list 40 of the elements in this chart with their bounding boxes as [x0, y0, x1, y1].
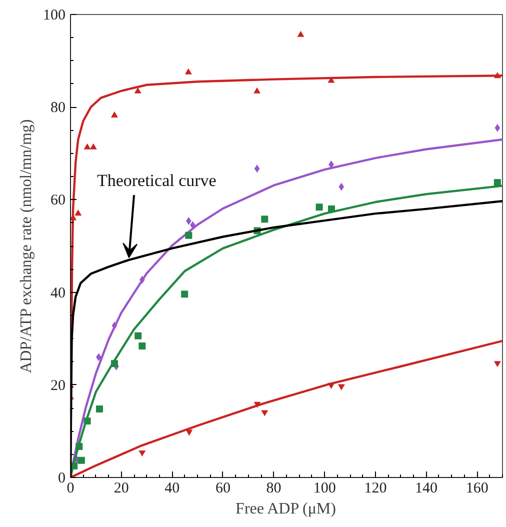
point: [185, 232, 192, 239]
x-tick-label: 60: [215, 480, 230, 496]
y-tick-label: 20: [50, 378, 66, 394]
x-tick-label: 160: [466, 480, 488, 496]
y-axis-title: ADP/ATP exchange rate (nmol/mn/mg): [18, 119, 35, 374]
x-tick-label: 20: [114, 480, 129, 496]
point: [138, 342, 146, 350]
point: [261, 216, 268, 223]
point: [297, 30, 304, 37]
y-tick-label: 100: [43, 8, 66, 24]
point: [78, 456, 85, 464]
x-tick-label: 100: [313, 480, 336, 496]
point: [181, 290, 188, 298]
x-tick-label: 80: [266, 480, 282, 496]
point: [254, 164, 260, 173]
point: [74, 210, 82, 216]
point: [338, 182, 344, 191]
point: [494, 361, 501, 368]
point: [138, 450, 146, 457]
point: [338, 384, 345, 390]
x-tick-label: 140: [415, 480, 438, 496]
point: [134, 87, 142, 94]
point: [90, 143, 97, 150]
point: [134, 332, 142, 340]
y-tick-label: 0: [58, 470, 66, 486]
x-axis-title: Free ADP (μM): [236, 500, 336, 518]
y-tick-label: 40: [50, 285, 66, 302]
point: [254, 87, 261, 94]
x-tick-label: 120: [364, 480, 387, 496]
point: [110, 111, 118, 118]
point: [494, 124, 500, 132]
annotation: Theoretical curve: [96, 170, 216, 190]
x-tick-label: 40: [164, 480, 180, 496]
point: [184, 68, 192, 74]
point: [84, 143, 91, 150]
y-tick-label: 80: [50, 100, 66, 116]
point: [261, 410, 268, 416]
point: [316, 204, 323, 211]
y-tick-label: 60: [50, 192, 66, 209]
point: [96, 405, 103, 412]
